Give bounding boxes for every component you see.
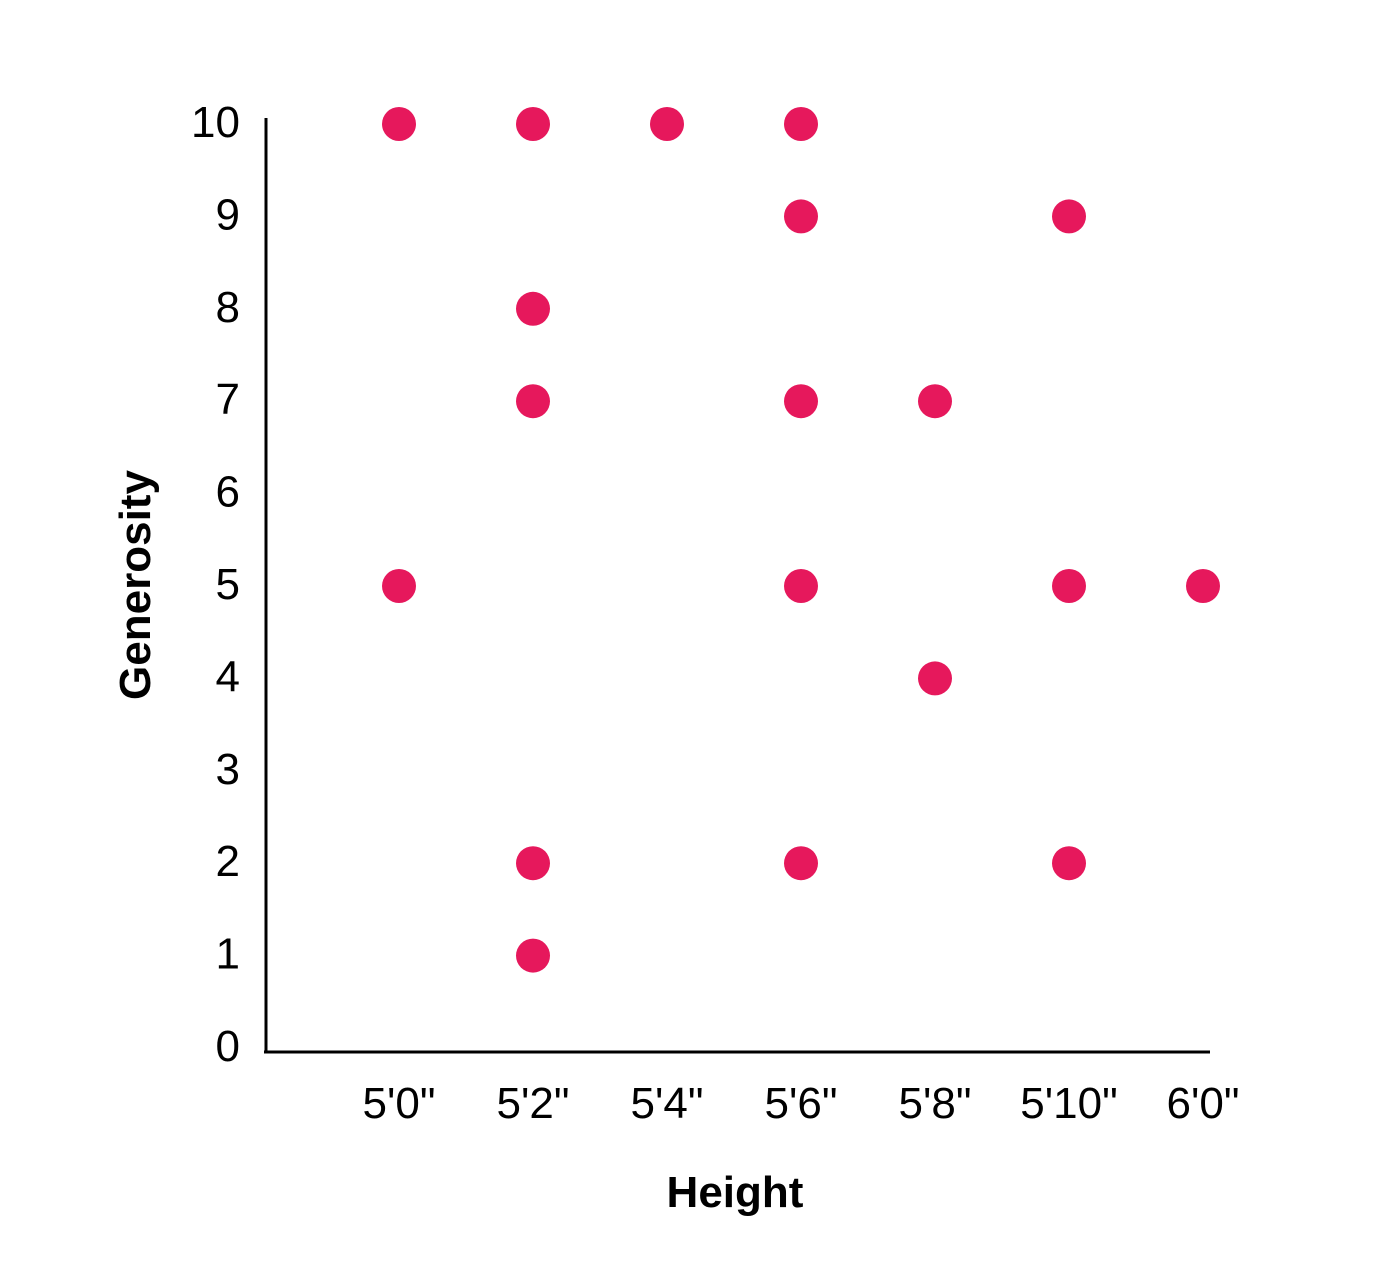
data-point <box>1052 199 1086 234</box>
x-tick-label: 6'0" <box>1167 1079 1240 1128</box>
y-tick-label: 0 <box>216 1022 240 1071</box>
data-point <box>516 384 550 419</box>
y-tick-label: 1 <box>216 930 240 979</box>
y-tick-label: 7 <box>216 375 240 424</box>
data-point <box>1052 846 1086 881</box>
data-point <box>516 938 550 973</box>
data-point <box>516 846 550 881</box>
y-tick-label: 2 <box>216 837 240 886</box>
data-point <box>1186 569 1220 603</box>
data-point <box>650 107 684 141</box>
data-point <box>784 199 818 234</box>
data-point <box>382 107 416 141</box>
data-point <box>784 846 818 881</box>
y-tick-label: 5 <box>216 560 240 609</box>
x-tick-labels: 5'0" 5'2" 5'4" 5'6" 5'8" 5'10" 6'0" <box>363 1079 1240 1128</box>
y-tick-label: 4 <box>216 652 240 701</box>
y-tick-label: 8 <box>216 283 240 332</box>
data-point <box>516 107 550 141</box>
data-point <box>784 569 818 603</box>
data-point <box>516 291 550 326</box>
data-point <box>382 569 416 603</box>
y-tick-label: 10 <box>191 98 240 147</box>
x-tick-label: 5'6" <box>765 1079 838 1128</box>
y-axis-title: Generosity <box>111 470 160 700</box>
data-points <box>382 107 1220 973</box>
y-tick-labels: 0 1 2 3 4 5 6 7 8 9 10 <box>191 98 240 1071</box>
y-tick-label: 6 <box>216 468 240 517</box>
x-tick-label: 5'10" <box>1020 1079 1117 1128</box>
y-tick-label: 9 <box>216 190 240 239</box>
data-point <box>918 661 952 696</box>
data-point <box>918 384 952 419</box>
x-tick-label: 5'2" <box>497 1079 570 1128</box>
data-point <box>784 384 818 419</box>
x-axis-title: Height <box>667 1168 804 1217</box>
x-tick-label: 5'4" <box>631 1079 704 1128</box>
x-tick-label: 5'8" <box>899 1079 972 1128</box>
data-point <box>784 107 818 141</box>
data-point <box>1052 569 1086 603</box>
x-tick-label: 5'0" <box>363 1079 436 1128</box>
y-tick-label: 3 <box>216 745 240 794</box>
